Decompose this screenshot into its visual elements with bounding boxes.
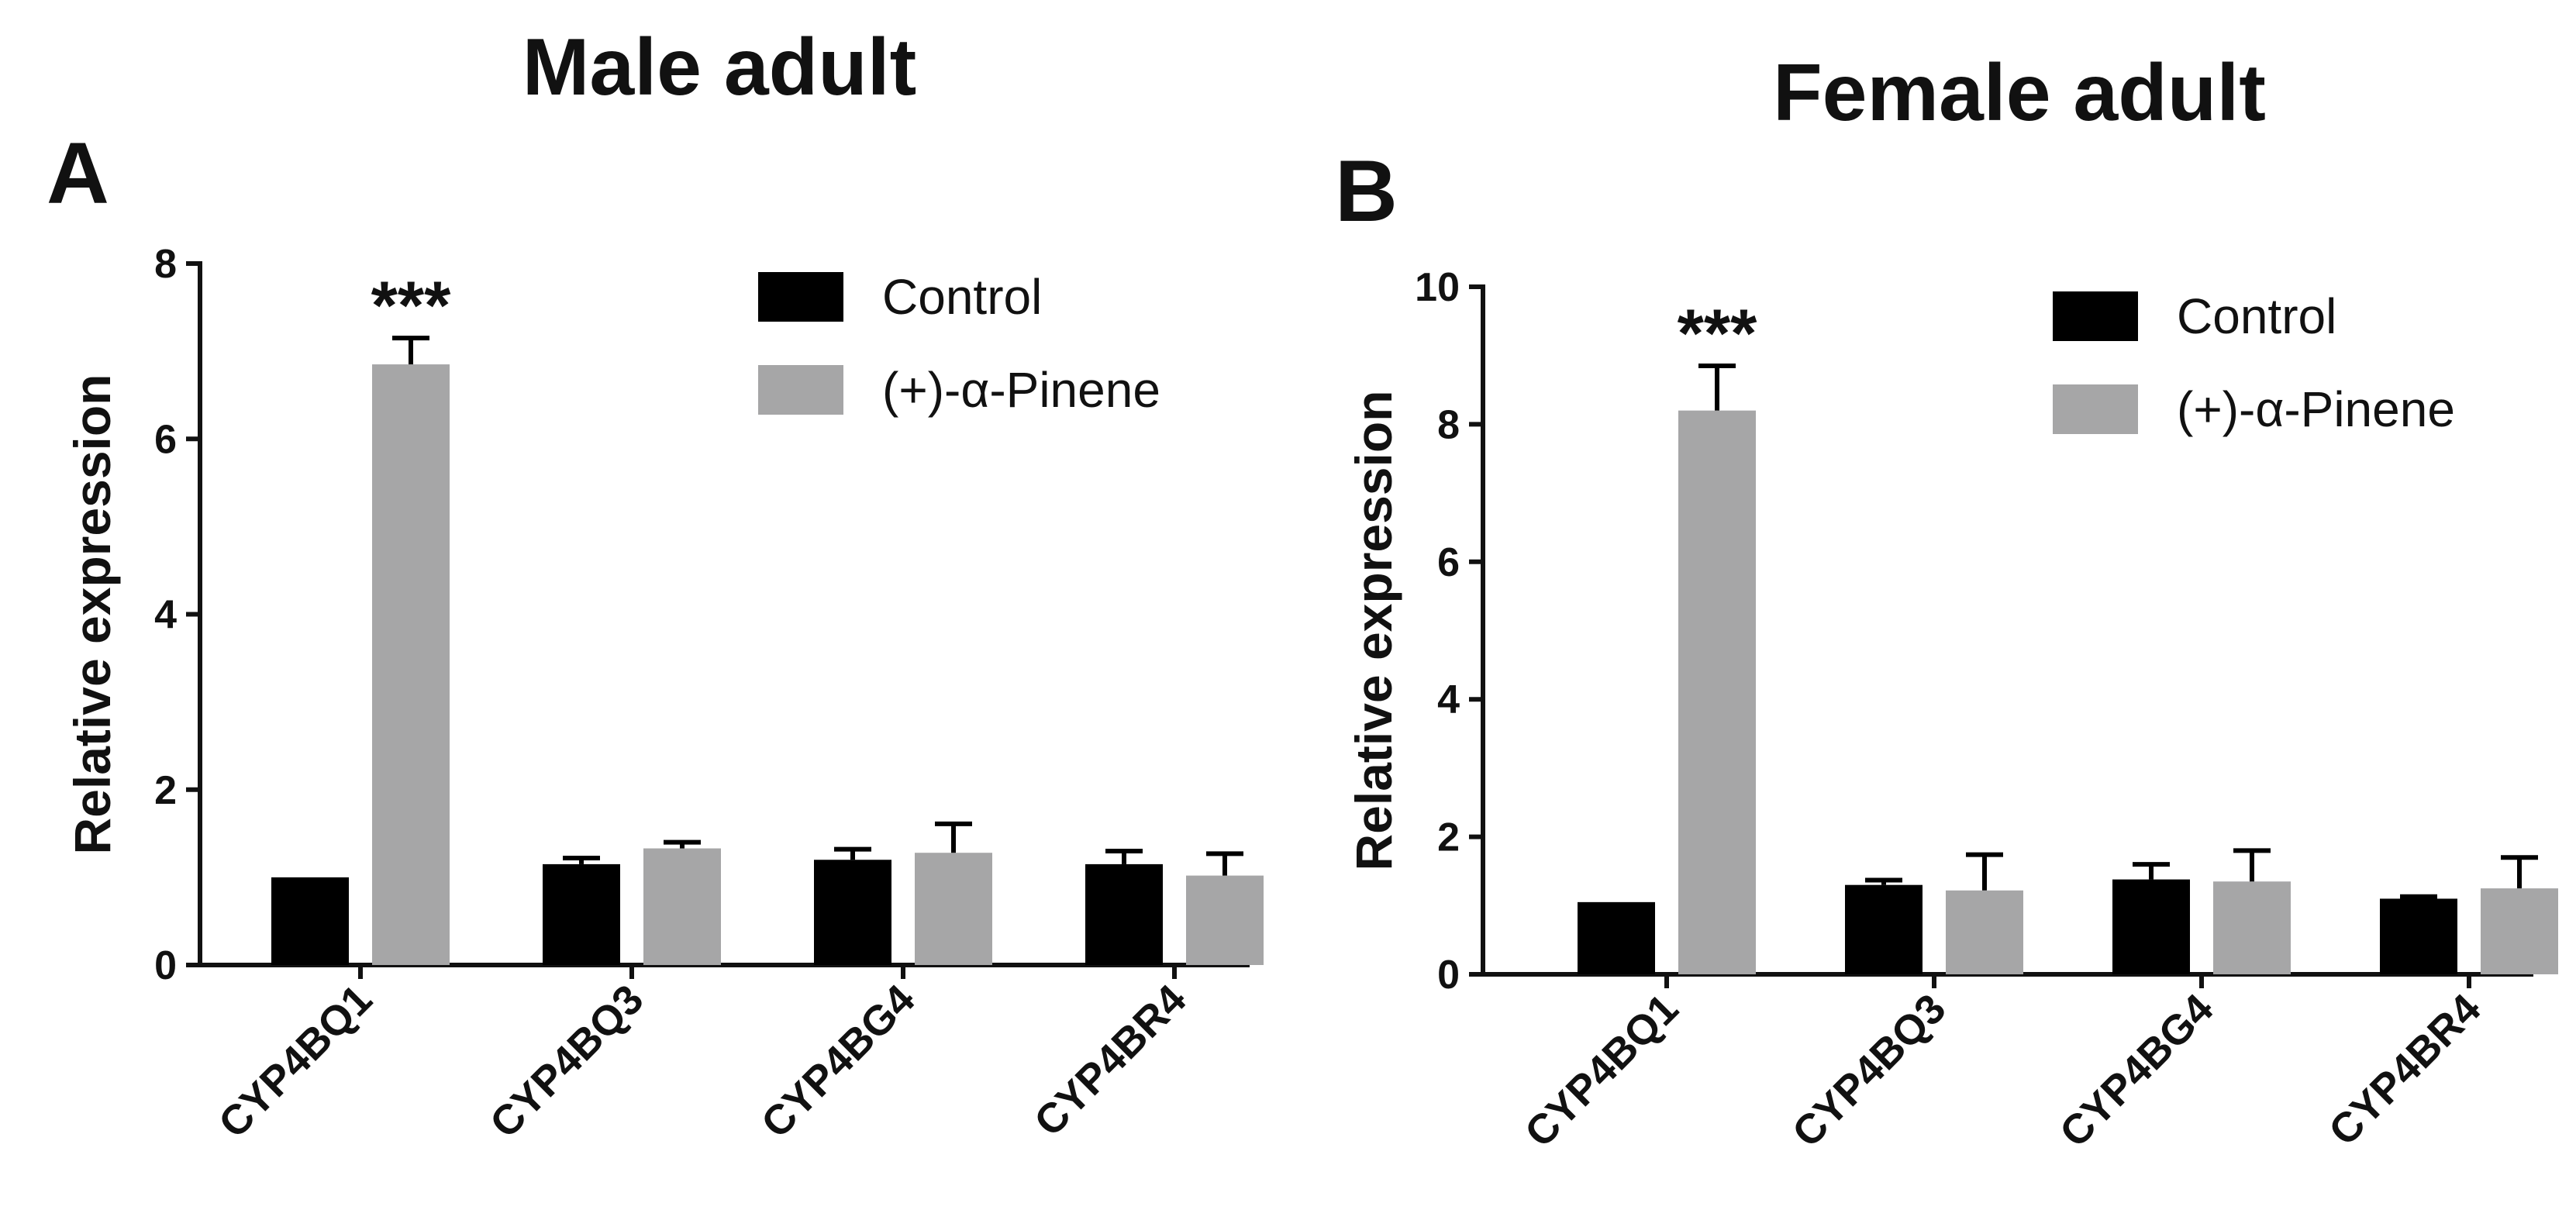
panel-b-legend-label-pinene: (+)-α-Pinene (2177, 381, 2455, 437)
panel-b-legend-swatch-pinene (2053, 384, 2138, 434)
panel-a-bar-cyp4br4-control (1085, 863, 1163, 965)
panel-b-bar-cyp4bq3-control (1845, 884, 1923, 974)
panel-b-x-tick-label: CYP4BR4 (2320, 985, 2490, 1155)
panel-b-y-tick-label: 8 (1437, 402, 1460, 447)
panel-a-legend-label-pinene: (+)-α-Pinene (882, 362, 1160, 418)
panel-a-bar-cyp4bq3-control (543, 863, 620, 965)
panel-a-letter: A (47, 125, 109, 222)
panel-b-bar-cyp4br4-pinene (2481, 888, 2558, 974)
panel-b-y-tick-label: 0 (1437, 953, 1460, 998)
panel-a-bar-cyp4bg4-control (814, 860, 891, 965)
panel-a-x-tick-label: CYP4BQ3 (481, 976, 653, 1147)
panel-a-legend-swatch-pinene (758, 365, 843, 415)
panel-a-x-tick-label: CYP4BQ1 (210, 976, 381, 1147)
panel-b-bar-cyp4bg4-control (2112, 879, 2190, 974)
panel-b-bar-cyp4br4-control (2380, 898, 2457, 974)
panel-b-bar-cyp4bq1-control (1578, 901, 1655, 974)
panel-b-x-tick-label: CYP4BQ1 (1516, 985, 1688, 1156)
panel-a: Male adult A Relative expression 0 2 4 6 8 CYP4B… (47, 22, 1264, 1147)
panel-a-x-tick-label: CYP4BG4 (753, 976, 924, 1147)
panel-b-y-tick-label: 4 (1437, 677, 1460, 722)
panel-a-y-axis-label: Relative expression (64, 374, 121, 855)
panel-b-legend-swatch-control (2053, 291, 2138, 341)
panel-a-bar-cyp4bg4-pinene (915, 853, 992, 965)
panel-a-y-tick-label: 8 (154, 242, 177, 287)
panel-a-bar-cyp4bq1-pinene (372, 364, 450, 965)
panel-b-y-axis-label: Relative expression (1345, 391, 1402, 871)
panel-a-y-tick-label: 2 (154, 768, 177, 813)
panel-a-legend-label-control: Control (882, 269, 1042, 325)
panel-a-bar-cyp4br4-pinene (1186, 875, 1264, 965)
panel-a-x-tick-label: CYP4BR4 (1026, 976, 1195, 1146)
panel-b: Female adult B Relative expression 0 2 4 6 8 10 C… (1335, 48, 2558, 1156)
panel-b-significance-annotation: *** (1678, 295, 1757, 371)
panel-b-letter: B (1335, 143, 1398, 240)
panel-a-legend-swatch-control (758, 272, 843, 322)
panel-b-title: Female adult (1773, 48, 2266, 138)
panel-a-bar-cyp4bq1-control (271, 877, 349, 965)
panel-a-bar-cyp4bq3-pinene (643, 848, 721, 965)
panel-b-x-tick-label: CYP4BQ3 (1784, 985, 1955, 1156)
panel-a-significance-annotation: *** (371, 267, 451, 343)
panel-a-y-tick-label: 0 (154, 943, 177, 988)
panel-b-x-tick-label: CYP4BG4 (2051, 985, 2223, 1156)
panel-b-legend-label-control: Control (2177, 288, 2336, 344)
panel-b-y-tick-label: 6 (1437, 540, 1460, 585)
panel-b-bar-cyp4bg4-pinene (2213, 881, 2291, 974)
panel-a-title: Male adult (522, 22, 917, 112)
panel-a-y-tick-label: 4 (154, 593, 177, 638)
panel-b-y-tick-label: 2 (1437, 815, 1460, 860)
panel-a-y-tick-label: 6 (154, 417, 177, 462)
panel-b-bar-cyp4bq3-pinene (1946, 890, 2023, 974)
panel-b-y-tick-label: 10 (1415, 265, 1460, 310)
panel-b-bar-cyp4bq1-pinene (1678, 410, 1756, 974)
